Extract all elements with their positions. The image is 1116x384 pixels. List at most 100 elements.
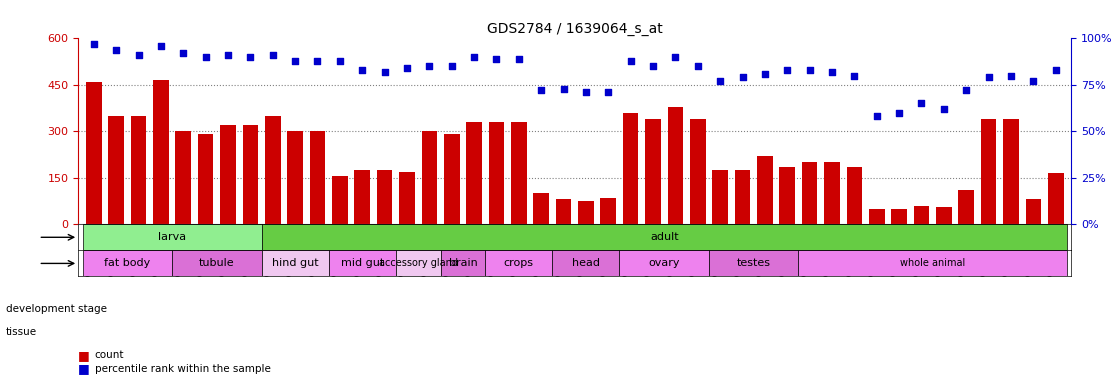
- Bar: [444, 134, 460, 224]
- Point: [846, 73, 864, 79]
- Point: [196, 54, 214, 60]
- Point: [824, 69, 841, 75]
- Bar: [400, 172, 415, 224]
- Point: [622, 58, 639, 64]
- Point: [958, 87, 975, 93]
- Point: [129, 52, 147, 58]
- FancyBboxPatch shape: [172, 250, 261, 276]
- Point: [107, 46, 125, 53]
- Bar: [242, 125, 258, 224]
- Point: [241, 54, 259, 60]
- Bar: [959, 190, 974, 224]
- Bar: [667, 106, 683, 224]
- Point: [286, 58, 304, 64]
- Point: [555, 86, 573, 92]
- Point: [532, 87, 550, 93]
- Text: tubule: tubule: [199, 258, 234, 268]
- FancyBboxPatch shape: [261, 250, 329, 276]
- Point: [1002, 73, 1020, 79]
- Bar: [1003, 119, 1019, 224]
- Text: fat body: fat body: [104, 258, 151, 268]
- Bar: [892, 209, 907, 224]
- Text: tissue: tissue: [6, 327, 37, 337]
- Point: [398, 65, 416, 71]
- FancyBboxPatch shape: [552, 250, 619, 276]
- Point: [331, 58, 349, 64]
- Text: brain: brain: [449, 258, 478, 268]
- Point: [85, 41, 103, 47]
- Bar: [355, 170, 371, 224]
- Point: [868, 113, 886, 119]
- Point: [599, 89, 617, 95]
- FancyBboxPatch shape: [83, 250, 172, 276]
- Bar: [936, 207, 952, 224]
- Point: [174, 50, 192, 56]
- Bar: [264, 116, 280, 224]
- FancyBboxPatch shape: [83, 224, 261, 250]
- Point: [778, 67, 796, 73]
- Text: development stage: development stage: [6, 304, 107, 314]
- Bar: [1026, 199, 1041, 224]
- Bar: [533, 193, 549, 224]
- Text: crops: crops: [503, 258, 533, 268]
- Text: whole animal: whole animal: [899, 258, 965, 268]
- Bar: [690, 119, 705, 224]
- Point: [935, 106, 953, 112]
- Point: [913, 100, 931, 106]
- Bar: [779, 167, 795, 224]
- Bar: [914, 206, 930, 224]
- Bar: [422, 131, 437, 224]
- Bar: [623, 113, 638, 224]
- FancyBboxPatch shape: [261, 224, 1067, 250]
- Point: [644, 63, 662, 70]
- Bar: [287, 131, 302, 224]
- Bar: [489, 122, 504, 224]
- Bar: [578, 201, 594, 224]
- Point: [756, 71, 773, 77]
- Title: GDS2784 / 1639064_s_at: GDS2784 / 1639064_s_at: [487, 22, 663, 36]
- Point: [263, 52, 281, 58]
- Point: [666, 54, 684, 60]
- Point: [488, 56, 506, 62]
- Point: [577, 89, 595, 95]
- Bar: [801, 162, 817, 224]
- Bar: [734, 170, 750, 224]
- Point: [733, 74, 751, 81]
- Point: [443, 63, 461, 70]
- FancyBboxPatch shape: [329, 250, 396, 276]
- Bar: [377, 170, 393, 224]
- Bar: [981, 119, 997, 224]
- Text: head: head: [571, 258, 600, 268]
- Bar: [333, 176, 348, 224]
- FancyBboxPatch shape: [441, 250, 485, 276]
- FancyBboxPatch shape: [709, 250, 798, 276]
- Bar: [175, 131, 191, 224]
- Text: ■: ■: [78, 362, 90, 375]
- FancyBboxPatch shape: [485, 250, 552, 276]
- Point: [219, 52, 237, 58]
- Bar: [220, 125, 235, 224]
- Bar: [108, 116, 124, 224]
- Point: [376, 69, 394, 75]
- Text: adult: adult: [650, 232, 679, 242]
- Point: [152, 43, 170, 49]
- Bar: [847, 167, 863, 224]
- Bar: [712, 170, 728, 224]
- Text: ovary: ovary: [648, 258, 680, 268]
- Text: accessory gland: accessory gland: [378, 258, 458, 268]
- Bar: [198, 134, 213, 224]
- Bar: [309, 131, 325, 224]
- FancyBboxPatch shape: [798, 250, 1067, 276]
- Bar: [131, 116, 146, 224]
- Bar: [600, 198, 616, 224]
- Text: larva: larva: [158, 232, 186, 242]
- Point: [1047, 67, 1065, 73]
- Bar: [645, 119, 661, 224]
- Bar: [556, 199, 571, 224]
- Bar: [466, 122, 482, 224]
- Text: percentile rank within the sample: percentile rank within the sample: [95, 364, 271, 374]
- Bar: [757, 156, 772, 224]
- FancyBboxPatch shape: [396, 250, 441, 276]
- Bar: [86, 82, 102, 224]
- Point: [711, 78, 729, 84]
